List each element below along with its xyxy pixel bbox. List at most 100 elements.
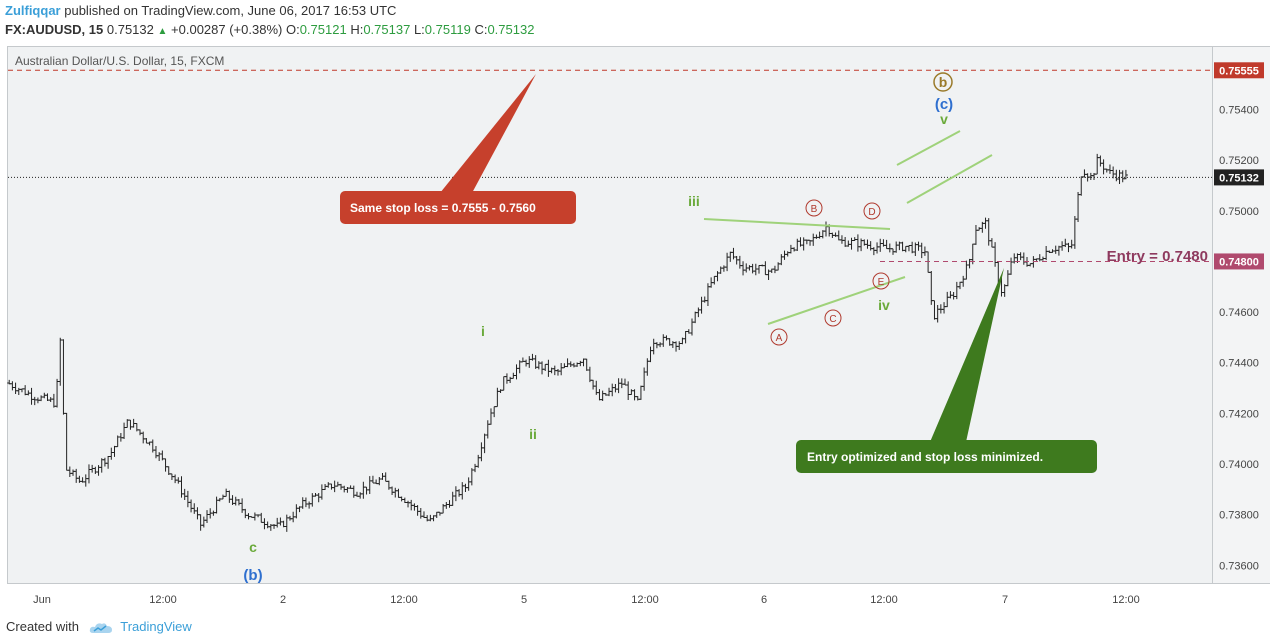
ohlc-bar <box>393 487 398 498</box>
ohlc-bar <box>958 281 963 290</box>
ohlc-bar <box>900 241 905 252</box>
last-price-tag <box>1214 169 1264 186</box>
ohlc-bar <box>527 356 532 368</box>
tradingview-brand-link[interactable]: TradingView <box>120 619 192 634</box>
low-label: L: <box>413 22 425 37</box>
ohlc-bar <box>10 381 15 391</box>
ohlc-bar <box>141 431 146 444</box>
last-price-tag-text: 0.75132 <box>1219 172 1259 184</box>
wave-b-circle <box>933 72 953 92</box>
ohlc-bar <box>99 458 104 473</box>
ohlc-bar <box>447 500 452 508</box>
ohlc-bar <box>622 378 627 386</box>
ohlc-bar <box>469 468 474 486</box>
ohlc-bar <box>846 240 851 247</box>
ohlc-bar <box>457 489 462 497</box>
chart-pane[interactable] <box>7 46 1213 584</box>
ohlc-bar <box>265 521 270 529</box>
stop-price-tag-text: 0.75555 <box>1219 65 1259 77</box>
ohlc-bar <box>1069 239 1074 249</box>
ohlc-bar <box>919 242 924 259</box>
price-axis-ticks: 0.75400 0.75200 0.75000 0.74600 0.74400 0.742… <box>1219 105 1259 573</box>
ohlc-bar <box>1076 192 1081 222</box>
price-axis[interactable] <box>1213 46 1270 584</box>
ohlc-bar <box>220 494 225 500</box>
ohlc-bar <box>1101 159 1106 175</box>
triangle-lower-line[interactable] <box>767 276 906 325</box>
ohlc-bar <box>756 264 761 274</box>
wave-label-v: v <box>940 111 948 127</box>
ohlc-bar <box>616 378 621 394</box>
ohlc-bar <box>1053 245 1058 254</box>
ohlc-bar <box>817 231 822 239</box>
ohlc-bar <box>157 452 162 461</box>
ohlc-bar <box>67 466 72 477</box>
time-label: 6 <box>761 594 767 606</box>
ohlc-bar <box>699 296 704 314</box>
ohlc-bar <box>466 477 471 491</box>
ohlc-bar <box>96 465 101 476</box>
ohlc-bar <box>307 501 312 509</box>
time-axis[interactable] <box>7 584 1213 610</box>
ohlc-bar <box>932 300 937 320</box>
ohlc-bar <box>607 387 612 397</box>
entry-callout-box[interactable] <box>796 440 1097 473</box>
ohlc-bar <box>1012 253 1017 264</box>
ohlc-bar <box>571 362 576 368</box>
wave-label-D: D <box>868 207 875 218</box>
ohlc-bar <box>39 395 44 402</box>
ohlc-bar <box>138 429 143 436</box>
ohlc-bar <box>300 497 305 509</box>
ohlc-bar <box>983 217 988 229</box>
ohlc-bar <box>1079 176 1084 196</box>
ohlc-bar <box>1098 155 1103 167</box>
ohlc-bar <box>785 251 790 257</box>
ohlc-bar <box>664 335 669 341</box>
ohlc-bar <box>677 341 682 351</box>
footer: Created with TradingView <box>6 619 192 634</box>
open-value: 0.75121 <box>299 22 347 37</box>
time-label: 2 <box>280 594 286 606</box>
stop-price-tag <box>1214 62 1264 79</box>
channel-lower-line[interactable] <box>906 154 993 204</box>
triangle-upper-line[interactable] <box>703 218 891 230</box>
author-link[interactable]: Zulfiqqar <box>5 3 61 18</box>
ohlc-bar <box>718 266 723 274</box>
ohlc-bar <box>399 496 404 502</box>
ohlc-bar <box>683 330 688 344</box>
ohlc-bar <box>788 244 793 254</box>
ohlc-bar <box>153 445 158 459</box>
price-tick-label: 0.73800 <box>1219 510 1259 522</box>
ohlc-bar <box>198 514 203 531</box>
ohlc-bar <box>163 458 168 472</box>
ohlc-bar <box>887 243 892 253</box>
channel-upper-line[interactable] <box>896 130 961 166</box>
stop-callout-box[interactable] <box>340 191 576 224</box>
ohlc-bar <box>236 499 241 506</box>
ohlc-bar <box>214 496 219 514</box>
ohlc-bar <box>406 500 411 508</box>
ohlc-bar <box>871 247 876 256</box>
ohlc-bar <box>610 383 615 397</box>
ohlc-bar <box>473 463 478 473</box>
ohlc-bar <box>310 493 315 507</box>
ohlc-bar <box>326 482 331 488</box>
ohlc-bar <box>83 474 88 487</box>
ohlc-bar <box>1009 257 1014 275</box>
ohlc-bar <box>13 382 18 394</box>
ohlc-bar <box>383 472 388 482</box>
ohlc-bar <box>233 496 238 506</box>
time-label: 7 <box>1002 594 1008 606</box>
ohlc-bar <box>865 239 870 249</box>
ohlc-bar <box>929 270 934 305</box>
ohlc-bar <box>272 523 277 529</box>
ohlc-bar <box>482 433 487 454</box>
ohlc-bar <box>485 420 490 439</box>
wave-label-B: B <box>811 204 818 215</box>
ohlc-bar <box>536 361 541 370</box>
wave-label-C: C <box>829 314 836 325</box>
ohlc-bar <box>559 363 564 376</box>
ohlc-bar <box>444 502 449 509</box>
wave-label-ii: ii <box>529 426 537 442</box>
